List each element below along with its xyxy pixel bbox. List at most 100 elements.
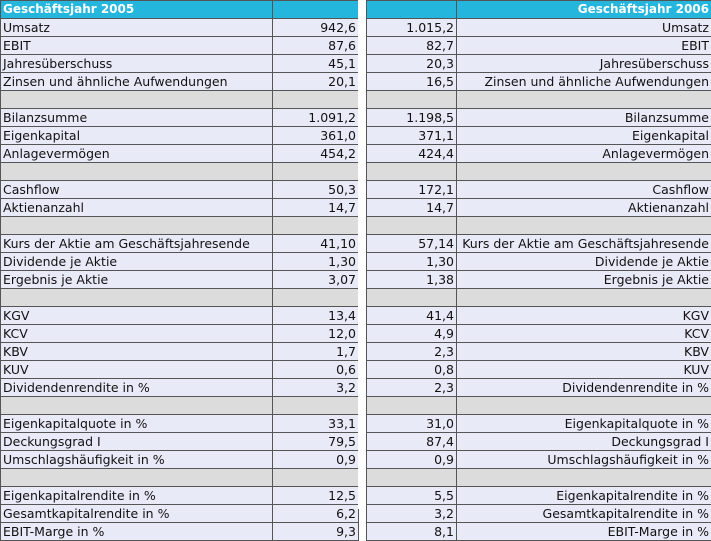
row-label: Ergebnis je Aktie	[457, 271, 711, 289]
row-value: 371,1	[367, 127, 457, 145]
spacer-cell	[457, 163, 711, 181]
row-value: 3,2	[273, 379, 359, 397]
spacer-cell	[273, 163, 359, 181]
row-label: Dividende je Aktie	[457, 253, 711, 271]
table-row: Eigenkapitalquote in %33,1	[1, 415, 359, 433]
group-spacer-row	[367, 397, 711, 415]
header-empty-cell	[273, 1, 359, 19]
row-label: Umsatz	[1, 19, 273, 37]
row-label: KBV	[1, 343, 273, 361]
row-label: Cashflow	[1, 181, 273, 199]
row-label: KGV	[1, 307, 273, 325]
row-value: 1,38	[367, 271, 457, 289]
row-label: KUV	[457, 361, 711, 379]
row-label: Gesamtkapitalrendite in %	[457, 505, 711, 523]
row-label: Dividende je Aktie	[1, 253, 273, 271]
row-value: 1.198,5	[367, 109, 457, 127]
row-value: 2,3	[367, 343, 457, 361]
row-value: 50,3	[273, 181, 359, 199]
spacer-cell	[1, 469, 273, 487]
row-label: Deckungsgrad I	[1, 433, 273, 451]
row-value: 12,5	[273, 487, 359, 505]
spacer-cell	[457, 397, 711, 415]
spacer-cell	[1, 289, 273, 307]
row-label: Bilanzsumme	[457, 109, 711, 127]
row-value: 31,0	[367, 415, 457, 433]
row-value: 1.015,2	[367, 19, 457, 37]
row-value: 41,4	[367, 307, 457, 325]
row-label: Dividendenrendite in %	[457, 379, 711, 397]
row-value: 424,4	[367, 145, 457, 163]
row-value: 1,7	[273, 343, 359, 361]
row-label: EBIT	[1, 37, 273, 55]
row-label: Anlagevermögen	[1, 145, 273, 163]
row-label: Gesamtkapitalrendite in %	[1, 505, 273, 523]
row-value: 0,9	[367, 451, 457, 469]
row-label: EBIT-Marge in %	[1, 523, 273, 541]
group-spacer-row	[1, 163, 359, 181]
row-label: Kurs der Aktie am Geschäftsjahresende	[457, 235, 711, 253]
row-label: Umschlagshäufigkeit in %	[457, 451, 711, 469]
row-value: 20,3	[367, 55, 457, 73]
row-label: Deckungsgrad I	[457, 433, 711, 451]
spacer-cell	[457, 91, 711, 109]
row-label: Eigenkapitalquote in %	[1, 415, 273, 433]
row-value: 41,10	[273, 235, 359, 253]
row-value: 172,1	[367, 181, 457, 199]
row-label: Dividendenrendite in %	[1, 379, 273, 397]
spacer-cell	[1, 91, 273, 109]
row-value: 87,4	[367, 433, 457, 451]
row-value: 1,30	[367, 253, 457, 271]
group-spacer-row	[367, 163, 711, 181]
row-label: Eigenkapital	[1, 127, 273, 145]
spacer-cell	[457, 289, 711, 307]
spacer-cell	[367, 397, 457, 415]
row-label: EBIT-Marge in %	[457, 523, 711, 541]
group-spacer-row	[1, 469, 359, 487]
row-value: 82,7	[367, 37, 457, 55]
row-label: Cashflow	[457, 181, 711, 199]
header-row: Geschäftsjahr 2005	[1, 1, 359, 19]
row-value: 1,30	[273, 253, 359, 271]
group-spacer-row	[367, 289, 711, 307]
group-spacer-row	[1, 289, 359, 307]
spacer-cell	[367, 289, 457, 307]
row-value: 0,8	[367, 361, 457, 379]
row-value: 13,4	[273, 307, 359, 325]
row-value: 0,6	[273, 361, 359, 379]
row-label: Umsatz	[457, 19, 711, 37]
spacer-cell	[1, 397, 273, 415]
spacer-cell	[1, 163, 273, 181]
row-label: Bilanzsumme	[1, 109, 273, 127]
row-label: KBV	[457, 343, 711, 361]
row-label: Zinsen und ähnliche Aufwendungen	[1, 73, 273, 91]
group-spacer-row	[367, 469, 711, 487]
row-value: 6,2	[273, 505, 359, 523]
spacer-cell	[367, 217, 457, 235]
row-label: Eigenkapitalquote in %	[457, 415, 711, 433]
row-label: Jahresüberschuss	[1, 55, 273, 73]
spacer-cell	[457, 217, 711, 235]
row-value: 3,07	[273, 271, 359, 289]
spacer-cell	[273, 217, 359, 235]
row-value: 2,3	[367, 379, 457, 397]
row-label: KCV	[1, 325, 273, 343]
